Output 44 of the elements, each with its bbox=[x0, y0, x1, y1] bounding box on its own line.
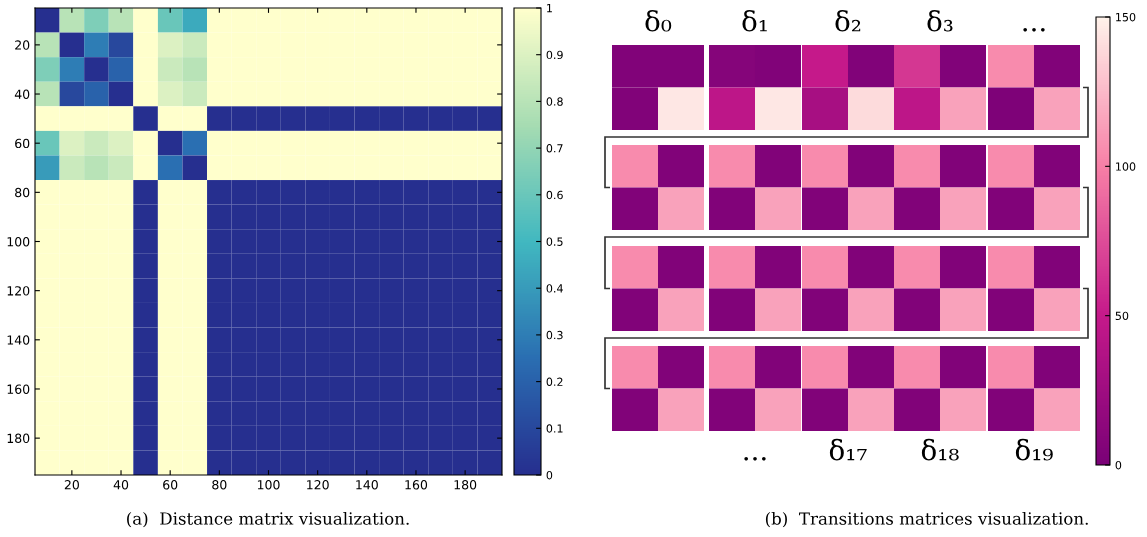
color-bar-label: 0 bbox=[546, 470, 553, 480]
color-bar-label: 0.3 bbox=[546, 330, 563, 340]
text: δ₁₈ bbox=[921, 438, 959, 461]
text: δ₀ bbox=[645, 9, 672, 32]
y-tick-label: 40 bbox=[14, 89, 30, 99]
y-tick-label: 180 bbox=[7, 433, 30, 444]
color-bar-label: 1 bbox=[547, 4, 552, 13]
text: δ₂ bbox=[835, 9, 861, 32]
color-bar-label: 0.7 bbox=[546, 144, 563, 153]
y-tick-label: 100 bbox=[7, 236, 30, 247]
text: δ₃ bbox=[927, 9, 953, 32]
y-tick-label: 120 bbox=[7, 286, 30, 296]
color-bar-label: 50 bbox=[1115, 311, 1129, 321]
x-tick-label: 20 bbox=[64, 480, 79, 490]
x-tick-label: 140 bbox=[356, 480, 378, 490]
x-tick-label: 180 bbox=[454, 480, 477, 490]
color-bar-label: 100 bbox=[1116, 162, 1136, 171]
color-bar-label: 0 bbox=[1115, 460, 1122, 470]
color-bar-label: 0.1 bbox=[546, 424, 563, 433]
y-tick-label: 60 bbox=[15, 138, 30, 149]
text: ... bbox=[1023, 27, 1045, 32]
text: δ₁₇ bbox=[829, 438, 867, 461]
color-bar-label: 0.9 bbox=[546, 50, 563, 60]
x-tick-label: 40 bbox=[113, 480, 129, 490]
text: (a) Distance matrix visualization. bbox=[127, 511, 409, 528]
y-tick-label: 80 bbox=[15, 187, 30, 198]
x-tick-label: 80 bbox=[212, 480, 227, 490]
color-bar-label: 0.6 bbox=[546, 190, 563, 200]
text: ... bbox=[744, 456, 766, 461]
color-bar-label: 0.5 bbox=[546, 237, 563, 246]
text: (b) Transitions matrices visualization. bbox=[765, 511, 1088, 528]
x-tick-label: 160 bbox=[405, 480, 428, 490]
x-tick-label: 120 bbox=[307, 480, 329, 490]
x-tick-label: 60 bbox=[163, 480, 178, 490]
x-tick-label: 100 bbox=[257, 480, 280, 490]
y-tick-label: 160 bbox=[7, 384, 30, 394]
color-bar-label: 150 bbox=[1116, 12, 1136, 22]
text: δ₁ bbox=[742, 9, 767, 32]
text: δ₁₉ bbox=[1015, 438, 1053, 461]
color-bar-label: 0.8 bbox=[546, 97, 563, 106]
color-bar-label: 0.4 bbox=[546, 284, 563, 293]
y-tick-label: 20 bbox=[15, 40, 30, 50]
color-bar-label: 0.2 bbox=[546, 377, 563, 386]
y-tick-label: 140 bbox=[7, 335, 30, 345]
